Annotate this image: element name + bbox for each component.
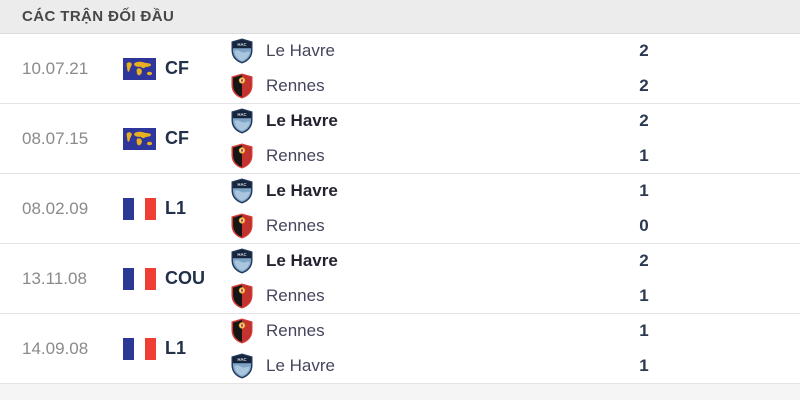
team-line: Rennes 1 [230,283,662,309]
team-badge-icon [230,283,254,309]
team-badge-icon [230,248,254,274]
team-name: Rennes [266,286,325,305]
team-name: Le Havre [266,356,335,375]
competition-flag-icon [123,268,156,290]
team-badge-icon [230,143,254,169]
team-badge-icon [230,108,254,134]
team-name: Rennes [266,146,325,165]
competition-flag-icon [123,338,156,360]
team-line: Rennes 0 [230,213,662,239]
team-name: Le Havre [266,251,338,270]
team-line: Rennes 2 [230,73,662,99]
team-line: Rennes 1 [230,318,662,344]
competition-flag-icon [123,128,156,150]
competition-code: L1 [165,338,187,358]
team-line: Le Havre 1 [230,178,662,204]
team-badge-icon [230,353,254,379]
team-name: Le Havre [266,41,335,60]
team-score: 1 [639,356,649,375]
team-badge-icon [230,178,254,204]
match-row[interactable]: 14.09.08 L1 Rennes 1 Le Havre 1 [0,314,800,384]
competition-flag-icon [123,198,156,220]
match-row[interactable]: 13.11.08 COU Le Havre 2 Rennes 1 [0,244,800,314]
footer-strip [0,384,800,400]
team-score: 2 [639,76,649,95]
team-score: 1 [639,181,649,200]
team-line: Le Havre 1 [230,353,662,379]
team-score: 1 [639,146,649,165]
team-line: Le Havre 2 [230,248,662,274]
match-row[interactable]: 08.07.15 CF Le Havre 2 Rennes 1 [0,104,800,174]
competition-code: COU [165,268,205,288]
team-name: Rennes [266,216,325,235]
team-badge-icon [230,38,254,64]
team-line: Le Havre 2 [230,38,662,64]
match-date: 08.02.09 [22,198,89,218]
team-badge-icon [230,318,254,344]
competition-flag-icon [123,58,156,80]
team-name: Le Havre [266,111,338,130]
team-line: Rennes 1 [230,143,662,169]
widget-title: CÁC TRẬN ĐỐI ĐẦU [22,8,175,25]
match-date: 14.09.08 [22,338,89,358]
team-score: 1 [639,321,649,340]
team-badge-icon [230,73,254,99]
widget-header: CÁC TRẬN ĐỐI ĐẦU [0,0,800,34]
team-score: 2 [639,251,649,270]
team-score: 2 [639,41,649,60]
match-row[interactable]: 10.07.21 CF Le Havre 2 Rennes 2 [0,34,800,104]
team-score: 0 [639,216,649,235]
team-name: Rennes [266,76,325,95]
match-date: 13.11.08 [22,268,87,288]
competition-code: CF [165,58,189,78]
match-row[interactable]: 08.02.09 L1 Le Havre 1 Rennes 0 [0,174,800,244]
match-date: 08.07.15 [22,128,89,148]
team-score: 1 [639,286,649,305]
competition-code: L1 [165,198,187,218]
team-name: Rennes [266,321,325,340]
team-name: Le Havre [266,181,338,200]
team-score: 2 [639,111,649,130]
match-date: 10.07.21 [22,58,89,78]
competition-code: CF [165,128,189,148]
team-badge-icon [230,213,254,239]
team-line: Le Havre 2 [230,108,662,134]
